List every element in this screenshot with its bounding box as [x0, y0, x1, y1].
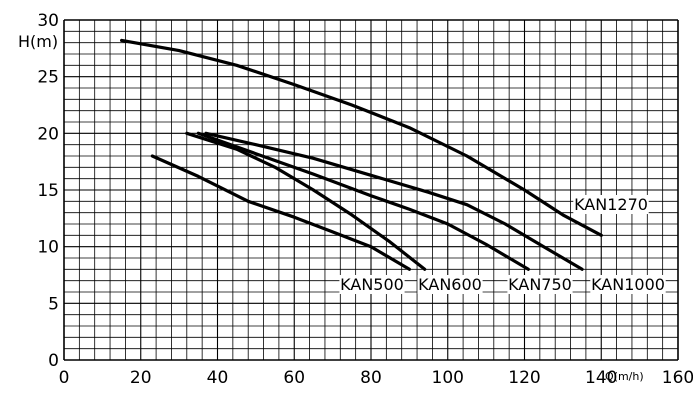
- curve-label-bg: [417, 275, 483, 294]
- curve-label-kan1270: KAN1270: [574, 195, 648, 214]
- curve-label-bg: [590, 275, 666, 294]
- x-tick-label: 0: [59, 368, 70, 388]
- x-axis-label: Q(m/h): [605, 370, 644, 383]
- x-tick-label: 80: [360, 368, 382, 388]
- y-tick-label: 10: [37, 238, 59, 258]
- grid: [63, 19, 679, 361]
- curve-kan1270: [120, 38, 603, 237]
- curves: [120, 38, 603, 271]
- x-tick-label: 20: [130, 368, 152, 388]
- curve-label-kan500: KAN500: [340, 275, 404, 294]
- y-tick-label: 25: [37, 68, 59, 88]
- curve-kan750: [196, 131, 530, 271]
- x-tick-label: 160: [662, 368, 693, 388]
- y-axis-label: H(m): [18, 32, 58, 51]
- curve-label-kan750: KAN750: [508, 275, 572, 294]
- axis-ticks: 0 20 40 60 80 100 120 140 160 0 5 10 15 20 25 30: [37, 11, 693, 388]
- curve-kan600: [185, 131, 427, 271]
- x-tick-label: 120: [508, 368, 540, 388]
- curve-label-bg: [507, 275, 573, 294]
- x-tick-label: 60: [283, 368, 305, 388]
- x-tick-label: 100: [432, 368, 464, 388]
- curve-label-kan1000: KAN1000: [591, 275, 665, 294]
- y-tick-label: 5: [48, 294, 59, 314]
- curve-kan500: [150, 154, 411, 271]
- x-tick-label: 140: [585, 368, 617, 388]
- curve-labels: KAN1270 KAN1000 KAN750 KAN600 KAN500: [339, 195, 666, 294]
- curve-kan1000: [204, 131, 584, 271]
- curve-label-bg: [573, 195, 649, 214]
- curve-label-kan600: KAN600: [418, 275, 482, 294]
- y-tick-label: 20: [37, 124, 59, 144]
- curve-label-bg: [339, 275, 405, 294]
- y-tick-label: 15: [37, 181, 59, 201]
- y-tick-label: 30: [37, 11, 59, 31]
- y-tick-label: 0: [48, 351, 59, 371]
- x-tick-label: 40: [207, 368, 229, 388]
